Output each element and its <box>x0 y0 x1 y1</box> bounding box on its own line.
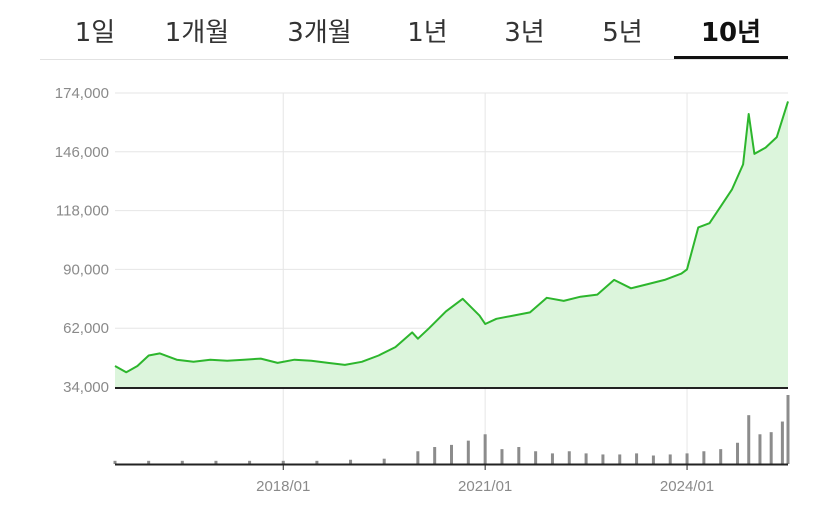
tab-divider <box>40 59 790 60</box>
price-area <box>114 101 789 389</box>
tab-1d[interactable]: 1일 <box>60 0 130 60</box>
tab-label: 1년 <box>407 17 448 48</box>
volume-bar <box>483 434 487 464</box>
price-line <box>114 101 789 374</box>
tab-label: 1개월 <box>164 17 230 48</box>
volume-bar <box>534 451 538 464</box>
volume-bar <box>281 460 285 464</box>
volume-bar <box>584 453 588 464</box>
x-tick-label: 2024/01 <box>660 478 714 495</box>
tab-10y[interactable]: 10년 <box>674 0 788 60</box>
x-tick-label: 2021/01 <box>458 478 512 495</box>
tab-3m[interactable]: 3개월 <box>272 0 367 60</box>
x-axis-ticks: 2018/01 2021/01 2024/01 <box>256 464 714 495</box>
volume-bar <box>736 442 740 464</box>
period-tabs: 1일 1개월 3개월 1년 3년 5년 10년 <box>0 0 830 60</box>
volume-bar <box>651 455 655 464</box>
volume-bar <box>248 460 252 464</box>
price-area-fill <box>115 101 788 388</box>
active-tab-indicator <box>674 56 788 60</box>
y-tick-label: 34,000 <box>63 379 109 396</box>
tab-1y[interactable]: 1년 <box>395 0 460 60</box>
volume-bar <box>315 460 319 464</box>
x-tick-label: 2018/01 <box>256 478 310 495</box>
volume-bar <box>567 451 571 464</box>
volume-bar <box>214 460 218 464</box>
volume-bar <box>550 453 554 464</box>
y-tick-label: 62,000 <box>63 320 109 337</box>
volume-bar <box>635 453 639 464</box>
tab-label: 1일 <box>74 17 116 48</box>
y-tick-label: 118,000 <box>56 203 109 220</box>
tab-5y[interactable]: 5년 <box>590 0 655 60</box>
volume-bar <box>147 460 151 464</box>
tab-label: 10년 <box>700 17 762 48</box>
volume-bar <box>685 453 689 464</box>
volume-bar <box>349 459 353 464</box>
tab-label: 3개월 <box>287 17 352 48</box>
volume-bar <box>702 451 706 464</box>
volume-bar <box>769 432 773 464</box>
volume-bar <box>517 447 521 464</box>
tab-label: 3년 <box>504 17 545 48</box>
y-tick-label: 174,000 <box>55 85 109 102</box>
volume-bar <box>758 434 762 464</box>
volume-bar <box>601 454 605 464</box>
y-axis-ticks: 174,000 146,000 118,000 90,000 62,000 34,000 <box>55 85 109 396</box>
volume-bars <box>113 395 790 466</box>
volume-bar <box>747 415 751 464</box>
y-tick-label: 146,000 <box>55 144 109 161</box>
volume-bar <box>180 460 184 464</box>
volume-bar <box>466 440 470 464</box>
tab-3y[interactable]: 3년 <box>492 0 557 60</box>
volume-bar <box>416 451 420 464</box>
y-tick-label: 90,000 <box>63 261 109 278</box>
volume-bar <box>433 447 437 464</box>
volume-bar <box>382 458 386 464</box>
volume-bar <box>786 395 790 464</box>
volume-bar <box>450 444 453 464</box>
tab-label: 5년 <box>602 17 643 48</box>
volume-bar <box>668 454 672 464</box>
volume-bar <box>780 421 784 464</box>
volume-bar <box>113 460 117 464</box>
volume-bar <box>618 454 622 464</box>
volume-bar <box>719 449 723 464</box>
volume-bar <box>500 449 504 464</box>
tab-1m[interactable]: 1개월 <box>152 0 242 60</box>
